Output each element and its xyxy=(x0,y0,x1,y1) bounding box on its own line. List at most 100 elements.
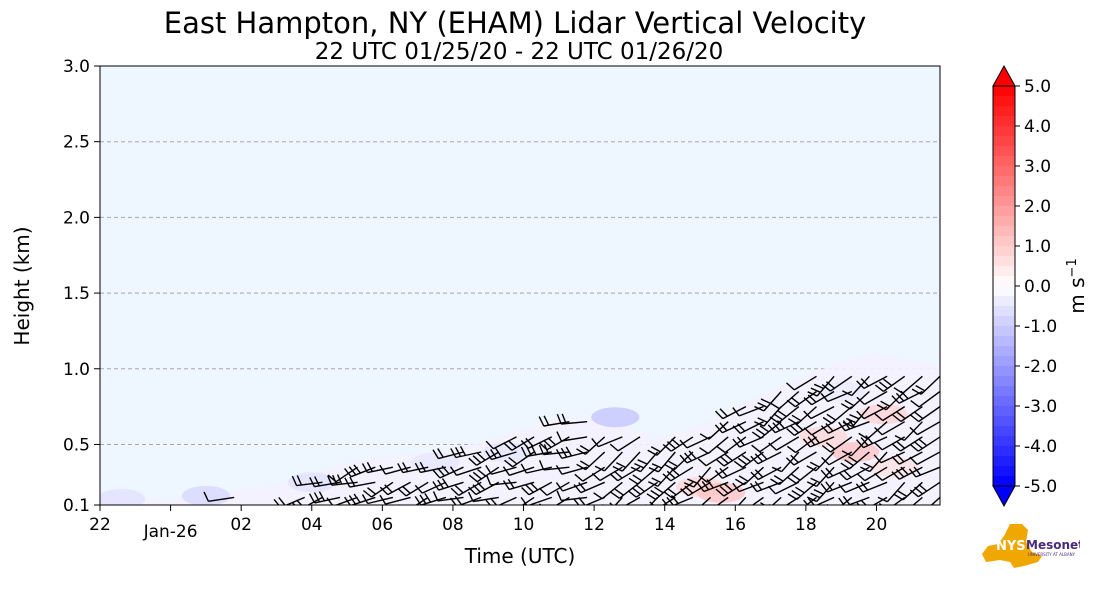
wind-barb xyxy=(821,375,853,392)
wind-barb xyxy=(806,466,835,488)
wind-barb xyxy=(930,496,940,505)
colorbar-level xyxy=(993,456,1015,467)
wind-barb xyxy=(520,496,553,505)
wind-barb xyxy=(733,451,764,469)
wind-barb xyxy=(841,436,870,457)
wind-barb xyxy=(649,496,659,505)
colorbar-tick-label: 0.0 xyxy=(1024,277,1051,297)
x-tick-label: 02 xyxy=(230,515,252,535)
wind-barb xyxy=(715,451,747,467)
wind-barb xyxy=(664,451,694,471)
y-axis: 0.1 0.5 1.0 1.5 2.0 2.5 3.0 xyxy=(63,57,100,516)
chart-subtitle: 22 UTC 01/25/20 - 22 UTC 01/26/20 xyxy=(315,39,724,65)
colorbar-level xyxy=(993,426,1015,437)
wind-barb xyxy=(379,494,411,505)
wind-barb xyxy=(874,406,906,422)
colorbar-level xyxy=(993,346,1015,357)
wind-barb xyxy=(893,375,923,394)
wind-barb xyxy=(820,481,853,493)
new-york-state-icon xyxy=(982,524,1042,568)
colorbar-level xyxy=(993,406,1015,417)
colorbar-level xyxy=(993,356,1015,367)
colorbar-level xyxy=(993,116,1015,127)
x-tick-label: 08 xyxy=(442,515,464,535)
wind-barb xyxy=(860,451,888,473)
y-tick-label: 0.1 xyxy=(63,496,90,516)
y-tick-label: 1.5 xyxy=(63,284,90,304)
colorbar-level xyxy=(993,266,1015,277)
colorbar-level xyxy=(993,136,1015,147)
wind-barb xyxy=(538,460,570,471)
colorbar-min-extend xyxy=(992,485,1016,508)
wind-barb xyxy=(786,436,817,454)
x-tick-label: 04 xyxy=(301,515,323,535)
wind-barb xyxy=(397,481,429,497)
y-tick-label: 2.0 xyxy=(63,208,90,228)
colorbar-tick-label: 3.0 xyxy=(1024,157,1051,177)
x-tick-label: 22 xyxy=(89,515,111,535)
colorbar-tick-label: -5.0 xyxy=(1024,477,1057,497)
colorbar-level xyxy=(993,326,1015,337)
colorbar: 5.0 4.0 3.0 2.0 1.0 0.0 -1.0 -2.0 -3.0 -4.0 -5.0 xyxy=(992,64,1057,508)
colorbar-tick-label: 4.0 xyxy=(1024,117,1051,137)
colorbar-level xyxy=(993,146,1015,157)
x-tick-label: Jan-26 xyxy=(143,522,198,542)
wind-barb xyxy=(785,451,817,466)
wind-barb xyxy=(876,391,906,411)
wind-barb xyxy=(698,466,729,483)
wind-barb xyxy=(806,481,835,503)
colorbar-tick-label: 5.0 xyxy=(1024,77,1051,97)
wind-barb xyxy=(877,481,906,503)
colorbar-level xyxy=(993,246,1015,257)
x-tick-label: 10 xyxy=(513,515,535,535)
wind-barb xyxy=(432,478,464,491)
colorbar-level xyxy=(993,156,1015,167)
wind-barb xyxy=(822,406,853,424)
colorbar-level xyxy=(993,366,1015,377)
wind-barb xyxy=(842,406,870,428)
wind-barb xyxy=(361,494,394,505)
wind-barb xyxy=(646,481,676,500)
wind-barb xyxy=(910,390,940,408)
wind-barb xyxy=(909,421,940,436)
wind-barb xyxy=(467,491,499,503)
velocity-blob xyxy=(859,404,908,425)
wind-barb xyxy=(576,451,606,471)
wind-barb xyxy=(573,496,605,505)
colorbar-level xyxy=(993,396,1015,407)
wind-barb xyxy=(361,461,394,474)
wind-barb xyxy=(909,481,940,498)
wind-barb xyxy=(609,436,641,452)
wind-barb xyxy=(769,406,800,424)
colorbar-level xyxy=(993,296,1015,307)
wind-barb xyxy=(699,436,729,455)
colorbar-tick-label: 1.0 xyxy=(1024,237,1051,257)
colorbar-level xyxy=(993,166,1015,177)
velocity-blob xyxy=(591,407,640,428)
x-tick-label: 20 xyxy=(866,515,888,535)
wind-barb xyxy=(468,466,500,483)
wind-barb xyxy=(715,481,747,497)
x-axis: 22 Jan-26 02 04 06 08 10 12 14 16 18 20 xyxy=(89,505,887,542)
wind-barb xyxy=(716,496,729,505)
wind-barb xyxy=(716,436,747,454)
wind-barb xyxy=(450,445,482,459)
colorbar-level xyxy=(993,216,1015,227)
colorbar-level xyxy=(993,206,1015,217)
wind-barb xyxy=(379,481,411,496)
wind-barb xyxy=(449,466,482,476)
wind-barb xyxy=(767,420,800,434)
wind-barb xyxy=(485,436,517,450)
wind-barb xyxy=(737,496,747,505)
colorbar-level xyxy=(993,476,1015,487)
wind-barb xyxy=(594,451,623,472)
x-tick-label: 06 xyxy=(372,515,394,535)
wind-barb xyxy=(203,491,235,502)
wind-barb xyxy=(327,466,358,483)
wind-barb xyxy=(502,466,535,476)
colorbar-level xyxy=(993,236,1015,247)
wind-barb xyxy=(770,390,800,410)
wind-barb xyxy=(648,451,676,473)
wind-barb xyxy=(892,406,923,423)
wind-barb xyxy=(556,490,588,502)
